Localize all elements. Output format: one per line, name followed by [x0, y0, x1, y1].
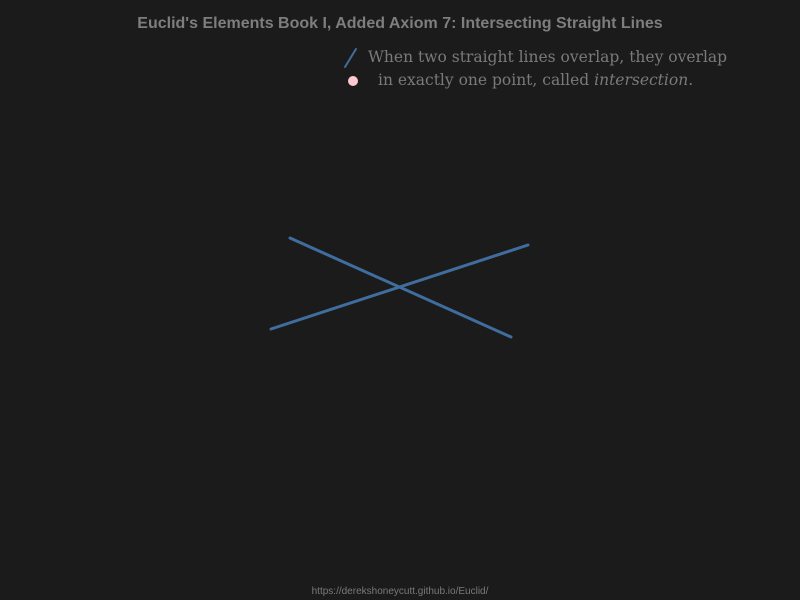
straight-line-2 — [269, 243, 530, 331]
footer-url: https://derekshoneycutt.github.io/Euclid… — [311, 586, 489, 597]
legend-text-suffix: . — [688, 71, 694, 89]
line-segment-icon — [344, 48, 357, 68]
legend-text-line-2: in exactly one point, called intersectio… — [378, 71, 693, 89]
point-icon — [348, 76, 358, 86]
intersection-term: intersection — [594, 71, 689, 89]
page-title: Euclid's Elements Book I, Added Axiom 7:… — [137, 15, 663, 32]
legend-text-line-1: When two straight lines overlap, they ov… — [368, 48, 728, 66]
legend-text-prefix: in exactly one point, called — [378, 71, 595, 89]
